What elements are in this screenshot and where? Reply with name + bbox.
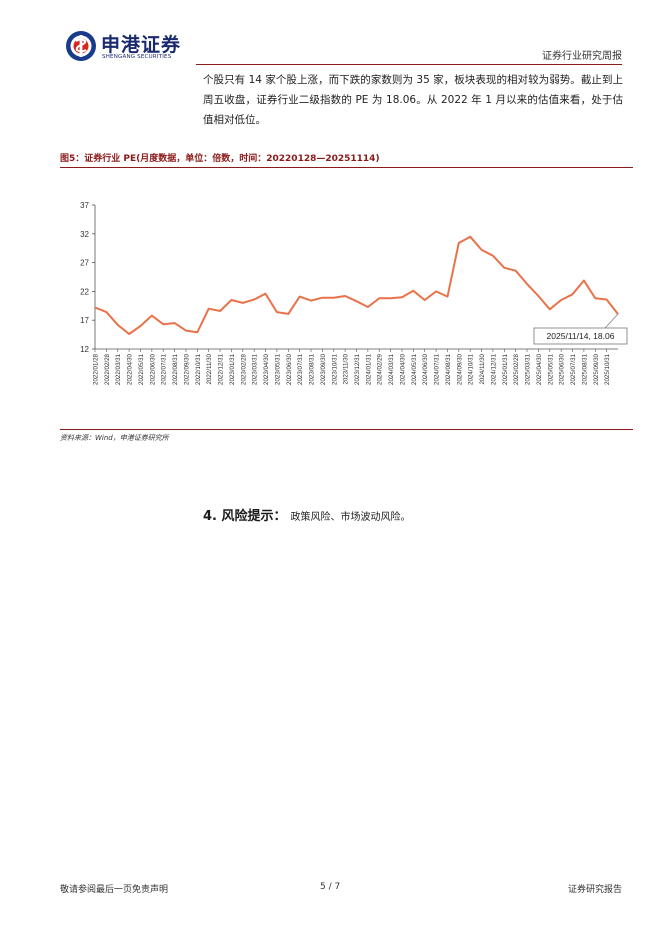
x-tick-label: 2023/06/30 bbox=[286, 353, 293, 385]
x-tick-label: 2023/08/31 bbox=[309, 353, 316, 385]
page-number: 5 / 7 bbox=[320, 882, 341, 892]
x-tick-label: 2022/12/31 bbox=[218, 353, 225, 385]
x-tick-label: 2024/05/31 bbox=[411, 353, 418, 385]
x-tick-label: 2024/11/30 bbox=[479, 353, 486, 384]
x-tick-label: 2023/10/31 bbox=[331, 353, 338, 385]
y-tick-label: 32 bbox=[80, 230, 89, 239]
x-tick-label: 2024/03/31 bbox=[388, 353, 395, 385]
figure-top-rule bbox=[60, 167, 633, 168]
x-tick-label: 2024/09/30 bbox=[456, 353, 463, 385]
x-tick-label: 2023/04/30 bbox=[263, 353, 270, 385]
x-tick-label: 2022/10/31 bbox=[195, 353, 202, 385]
x-tick-label: 2022/11/30 bbox=[206, 353, 213, 384]
x-tick-label: 2025/03/31 bbox=[525, 353, 532, 385]
page-header: 申港证券 SHENGANG SECURITIES 证券行业研究周报 bbox=[0, 0, 662, 66]
x-tick-label: 2025/06/30 bbox=[559, 353, 566, 385]
annotation-box bbox=[533, 327, 628, 345]
x-tick-label: 2024/06/30 bbox=[422, 353, 429, 385]
x-tick-label: 2022/07/31 bbox=[161, 353, 168, 385]
x-tick-label: 2024/08/31 bbox=[445, 353, 452, 385]
x-tick-label: 2024/07/31 bbox=[434, 353, 441, 385]
x-tick-label: 2025/10/31 bbox=[604, 353, 611, 385]
x-tick-label: 2022/09/30 bbox=[183, 353, 190, 385]
x-tick-label: 2025/05/31 bbox=[547, 353, 554, 385]
footer-report-label: 证券研究报告 bbox=[567, 885, 622, 895]
body-paragraph: 个股只有 14 家个股上涨，而下跌的家数则为 35 家，板块表现的相对较为弱势。… bbox=[203, 74, 623, 126]
figure-title: 图5：证券行业 PE(月度数据，单位：倍数，时间：20220128—202511… bbox=[60, 154, 380, 164]
x-tick-label: 2025/01/31 bbox=[502, 353, 509, 385]
risk-section: 4. 风险提示： 政策风险、市场波动风险。 bbox=[203, 505, 411, 524]
logo-chinese-name: 申港证券 bbox=[101, 34, 182, 56]
x-tick-label: 2023/07/31 bbox=[297, 353, 304, 385]
pe-series-line bbox=[94, 235, 619, 335]
x-tick-label: 2025/09/30 bbox=[593, 353, 600, 385]
x-tick-label: 2022/04/30 bbox=[127, 353, 134, 385]
x-tick-label: 2022/01/28 bbox=[93, 353, 100, 385]
x-tick-label: 2023/03/31 bbox=[252, 353, 259, 385]
pe-line-chart: 12 17 22 27 32 37 2022/01/28 2022/02/28 2022/03/… bbox=[80, 201, 628, 385]
x-tick-label: 2025/02/28 bbox=[513, 353, 520, 385]
x-tick-label: 2023/09/30 bbox=[320, 353, 327, 385]
y-tick-label: 37 bbox=[80, 201, 89, 210]
risk-text: 政策风险、市场波动风险。 bbox=[290, 512, 411, 523]
x-tick-label: 2022/05/31 bbox=[138, 353, 145, 385]
x-tick-label: 2022/06/30 bbox=[149, 353, 156, 385]
annotation-label: 2025/11/14, 18.06 bbox=[547, 331, 615, 341]
figure-source: 资料来源：Wind，申港证券研究所 bbox=[60, 434, 169, 442]
x-tick-label: 2024/02/29 bbox=[377, 353, 384, 385]
risk-heading: 4. 风险提示： bbox=[203, 509, 287, 524]
y-tick-label: 17 bbox=[80, 316, 89, 325]
x-tick-label: 2024/10/31 bbox=[468, 353, 475, 385]
x-tick-label: 2023/12/31 bbox=[354, 353, 361, 385]
x-tick-label: 2023/02/28 bbox=[240, 353, 247, 385]
shengang-logo-icon bbox=[66, 31, 96, 61]
y-tick-label: 12 bbox=[80, 345, 89, 354]
x-tick-label: 2022/03/31 bbox=[115, 353, 122, 385]
x-tick-label: 2024/04/30 bbox=[399, 353, 406, 385]
x-tick-label: 2023/11/30 bbox=[343, 353, 350, 384]
x-tick-label: 2023/05/31 bbox=[274, 353, 281, 385]
disclaimer-note: 敬请参阅最后一页免责声明 bbox=[60, 885, 169, 895]
x-tick-label: 2025/07/31 bbox=[570, 353, 577, 385]
x-tick-label: 2024/01/31 bbox=[365, 353, 372, 385]
x-tick-label: 2022/02/28 bbox=[104, 353, 111, 385]
x-tick-label: 2025/08/31 bbox=[581, 353, 588, 385]
x-tick-label: 2023/01/31 bbox=[229, 353, 236, 385]
x-tick-label: 2024/12/31 bbox=[490, 353, 497, 385]
y-tick-label: 27 bbox=[80, 259, 89, 268]
x-tick-label: 2022/08/31 bbox=[172, 353, 179, 385]
y-tick-label: 22 bbox=[80, 287, 89, 296]
figure-bottom-rule bbox=[60, 429, 633, 430]
logo-english-name: SHENGANG SECURITIES bbox=[102, 54, 172, 60]
header-divider bbox=[196, 64, 622, 65]
report-type-label: 证券行业研究周报 bbox=[542, 51, 622, 62]
company-logo: 申港证券 SHENGANG SECURITIES bbox=[65, 30, 195, 64]
annotation-leader-line bbox=[604, 313, 619, 329]
x-tick-label: 2025/04/30 bbox=[536, 353, 543, 385]
